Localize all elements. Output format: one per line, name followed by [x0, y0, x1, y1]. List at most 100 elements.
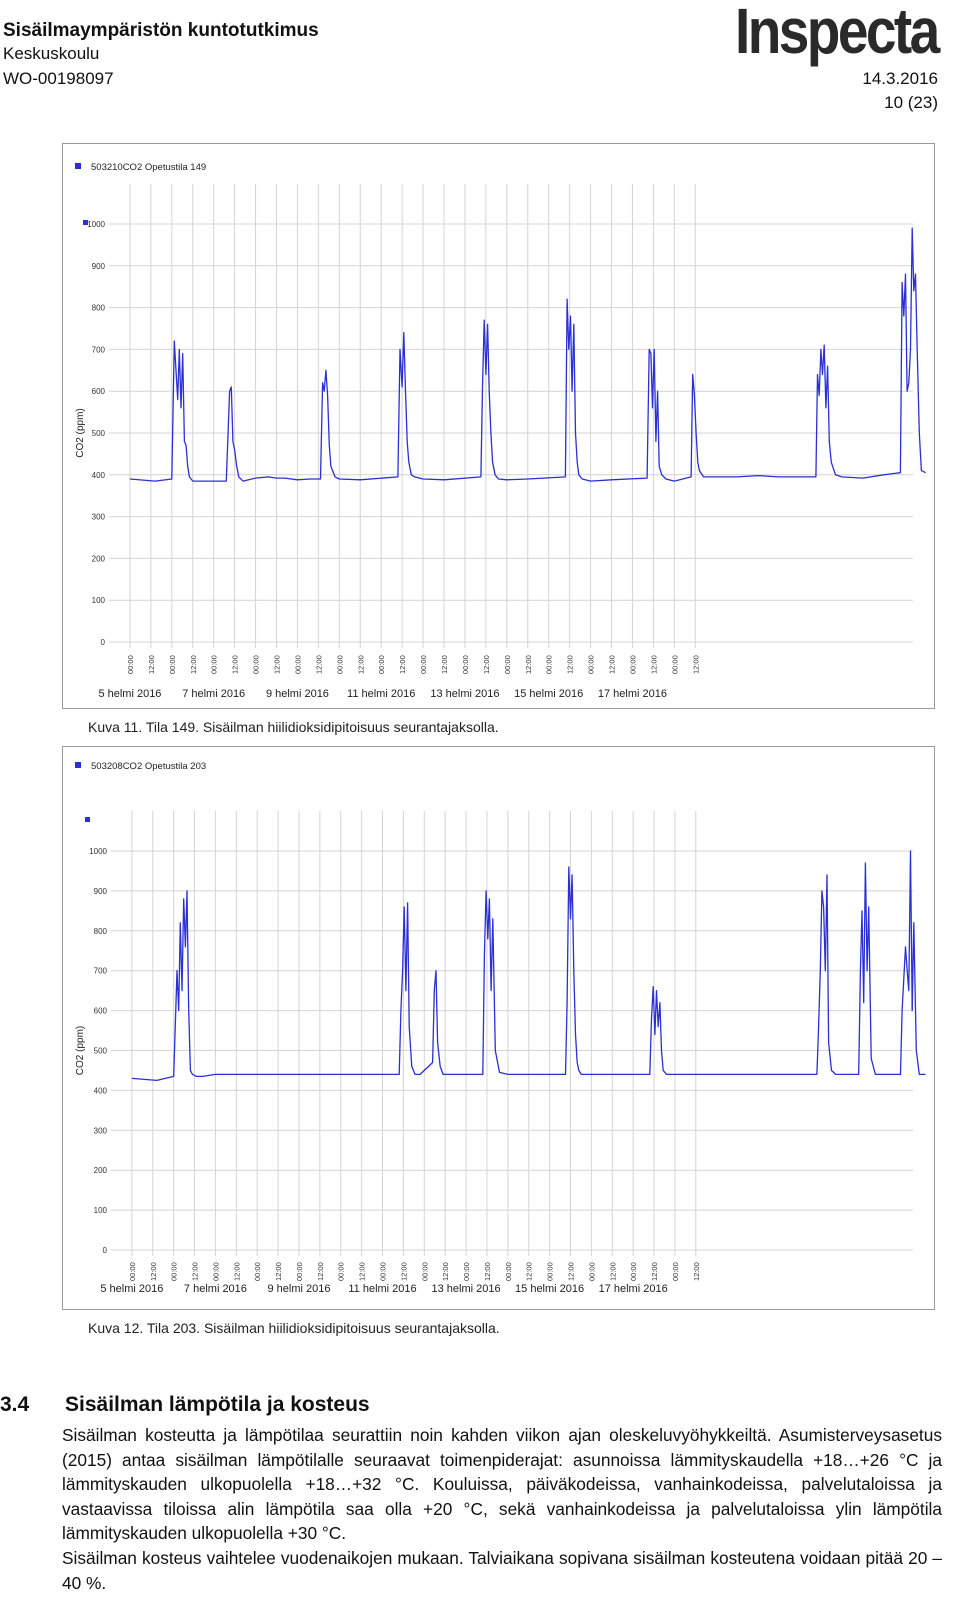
- y-tick-label: 200: [94, 1166, 108, 1175]
- date-label: 9 helmi 2016: [267, 1283, 330, 1295]
- x-tick-label: 12:00: [650, 1262, 659, 1281]
- y-tick-label: 0: [101, 638, 106, 647]
- date-label: 17 helmi 2016: [598, 688, 667, 700]
- document-date: 14.3.2016: [862, 69, 938, 88]
- x-tick-label: 00:00: [670, 655, 679, 674]
- date-label: 11 helmi 2016: [347, 688, 415, 700]
- date-label: 15 helmi 2016: [514, 688, 583, 700]
- x-tick-label: 00:00: [587, 1262, 596, 1281]
- page-number: 10 (23): [884, 93, 938, 112]
- y-tick-label: 1000: [89, 847, 107, 856]
- axis-marker: [83, 220, 88, 225]
- chart-panel-room-203: 503208CO2 Opetustila 203 0 100 200 300 400 500…: [62, 746, 935, 1310]
- x-tick-label: 00:00: [170, 1262, 179, 1281]
- x-tick-label: 00:00: [335, 655, 344, 674]
- section-paragraph-2: Sisäilman kosteus vaihtelee vuodenaikoje…: [62, 1548, 942, 1593]
- x-tick-label: 12:00: [566, 655, 575, 674]
- co2-chart-room-149: 503210CO2 Opetustila 149 0 100 200 300 400 500…: [75, 162, 926, 700]
- date-label: 9 helmi 2016: [266, 688, 329, 700]
- y-tick-label: 100: [94, 1206, 108, 1215]
- x-tick-label: 00:00: [628, 655, 637, 674]
- x-tick-label: 12:00: [482, 655, 491, 674]
- y-tick-label: 300: [92, 513, 106, 522]
- x-tick-label: 00:00: [545, 655, 554, 674]
- date-label: 13 helmi 2016: [430, 688, 499, 700]
- y-axis-label: CO2 (ppm): [75, 408, 86, 457]
- y-tick-label: 100: [92, 596, 106, 605]
- x-tick-label: 00:00: [629, 1262, 638, 1281]
- y-tick-label: 500: [92, 429, 106, 438]
- y-axis-label: CO2 (ppm): [75, 1026, 86, 1075]
- x-tick-label: 12:00: [566, 1262, 575, 1281]
- date-label: 7 helmi 2016: [184, 1283, 247, 1295]
- y-tick-label: 600: [94, 1007, 108, 1016]
- x-tick-label: 00:00: [379, 1262, 388, 1281]
- y-tick-label: 900: [94, 887, 108, 896]
- co2-chart-room-203: 503208CO2 Opetustila 203 0 100 200 300 400 500…: [75, 761, 926, 1295]
- x-tick-label: 00:00: [126, 655, 135, 674]
- date-label: 7 helmi 2016: [182, 688, 245, 700]
- x-tick-label: 12:00: [358, 1262, 367, 1281]
- x-tick-label: 12:00: [399, 1262, 408, 1281]
- x-tick-label: 12:00: [608, 655, 617, 674]
- date-label: 5 helmi 2016: [100, 1283, 163, 1295]
- section-number: 3.4: [0, 1393, 30, 1416]
- figure-caption-11: Kuva 11. Tila 149. Sisäilman hiilidioksi…: [88, 719, 499, 735]
- x-tick-label: 12:00: [316, 1262, 325, 1281]
- legend-swatch: [75, 762, 81, 768]
- chart-panel-room-149: 503210CO2 Opetustila 149 0 100 200 300 400 500…: [62, 143, 935, 709]
- y-tick-label: 200: [92, 554, 106, 563]
- x-tick-label: 00:00: [461, 655, 470, 674]
- axis-marker: [85, 817, 90, 822]
- x-tick-label: 00:00: [503, 655, 512, 674]
- date-label: 13 helmi 2016: [431, 1283, 500, 1295]
- inspecta-logo: Inspecta: [735, 0, 940, 67]
- x-tick-label: 00:00: [210, 655, 219, 674]
- legend-label: 503208CO2 Opetustila 203: [91, 761, 206, 772]
- date-label: 5 helmi 2016: [98, 688, 161, 700]
- y-tick-label: 600: [92, 387, 106, 396]
- x-tick-label: 12:00: [440, 655, 449, 674]
- x-tick-label: 00:00: [587, 655, 596, 674]
- x-tick-label: 00:00: [168, 655, 177, 674]
- y-tick-label: 800: [92, 304, 106, 313]
- document-subtitle: Keskuskoulu: [3, 44, 100, 63]
- section-paragraph-1: Sisäilman kosteutta ja lämpötilaa seurat…: [62, 1425, 942, 1543]
- y-tick-label: 700: [94, 967, 108, 976]
- y-tick-label: 1000: [87, 220, 105, 229]
- series-line: [129, 227, 926, 482]
- x-tick-label: 12:00: [692, 1262, 701, 1281]
- x-tick-label: 12:00: [231, 655, 240, 674]
- x-tick-label: 00:00: [671, 1262, 680, 1281]
- x-tick-label: 12:00: [525, 1262, 534, 1281]
- y-tick-label: 500: [94, 1047, 108, 1056]
- x-tick-label: 12:00: [274, 1262, 283, 1281]
- y-tick-label: 400: [94, 1086, 108, 1095]
- figure-caption-12: Kuva 12. Tila 203. Sisäilman hiilidioksi…: [88, 1320, 500, 1336]
- x-tick-label: 12:00: [149, 1262, 158, 1281]
- x-tick-label: 12:00: [147, 655, 156, 674]
- y-tick-label: 400: [92, 471, 106, 480]
- x-tick-label: 12:00: [356, 655, 365, 674]
- series-line: [131, 850, 926, 1082]
- x-tick-label: 00:00: [295, 1262, 304, 1281]
- document-title: Sisäilmaympäristön kuntotutkimus: [3, 20, 319, 41]
- x-tick-label: 00:00: [419, 655, 428, 674]
- x-tick-label: 12:00: [398, 655, 407, 674]
- date-label: 17 helmi 2016: [599, 1283, 668, 1295]
- x-tick-label: 12:00: [191, 1262, 200, 1281]
- legend-label: 503210CO2 Opetustila 149: [91, 162, 206, 173]
- date-label: 11 helmi 2016: [348, 1283, 416, 1295]
- x-tick-label: 00:00: [253, 1262, 262, 1281]
- x-tick-label: 00:00: [211, 1262, 220, 1281]
- x-tick-label: 00:00: [377, 655, 386, 674]
- x-tick-label: 12:00: [524, 655, 533, 674]
- x-tick-label: 12:00: [232, 1262, 241, 1281]
- legend-swatch: [75, 163, 81, 169]
- x-tick-label: 00:00: [293, 655, 302, 674]
- y-tick-label: 300: [94, 1126, 108, 1135]
- x-tick-label: 12:00: [441, 1262, 450, 1281]
- x-tick-label: 12:00: [608, 1262, 617, 1281]
- x-tick-label: 00:00: [128, 1262, 137, 1281]
- x-tick-label: 00:00: [462, 1262, 471, 1281]
